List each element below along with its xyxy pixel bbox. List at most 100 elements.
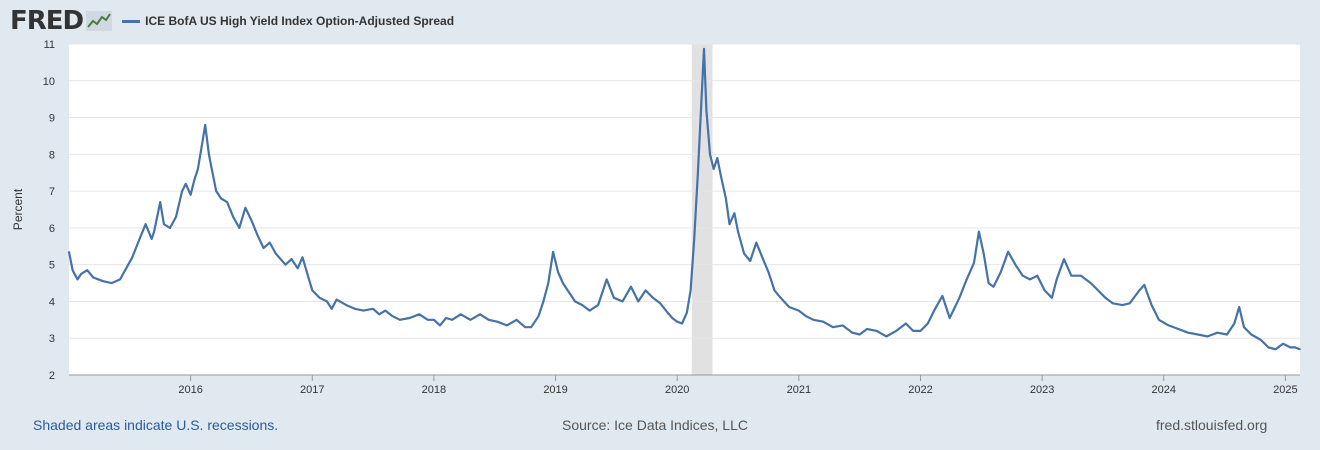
data-point [184,182,187,185]
data-point [666,311,669,314]
data-point [767,271,770,273]
chart-header: FRED ICE BofA US High Yield Index Option… [10,6,454,36]
data-point [689,289,692,292]
data-point [86,269,89,271]
data-point [547,282,550,284]
y-tick-label: 5 [49,260,55,272]
recession-note: Shaded areas indicate U.S. recessions. [33,417,279,433]
data-point [268,241,271,244]
data-point [445,317,447,319]
site-link[interactable]: fred.stlouisfed.org [1156,417,1268,433]
data-point [630,285,632,288]
data-point [439,324,441,327]
data-point [274,252,277,255]
data-point [987,282,990,284]
data-point [296,267,299,270]
data-point [703,47,705,50]
data-point [693,238,696,240]
data-point [978,230,980,233]
data-point [597,304,599,306]
data-point [318,296,321,299]
data-point [250,219,253,222]
data-point [131,256,134,259]
data-point [728,223,731,226]
y-tick-label: 11 [44,39,55,51]
data-point [372,308,374,310]
y-tick-label: 7 [49,186,55,198]
data-point [941,295,944,297]
data-point [613,296,615,299]
x-tick-label: 2019 [543,384,567,396]
data-point [345,304,348,306]
data-point [1150,304,1153,306]
data-point [866,328,868,330]
data-point [144,223,147,226]
data-point [1250,333,1253,336]
x-tick-label: 2017 [300,384,324,396]
data-point [581,304,584,306]
data-point [725,197,727,200]
data-point [1289,346,1292,349]
data-point [378,313,380,316]
x-tick-label: 2020 [665,384,689,396]
data-point [244,206,247,209]
data-point [232,216,235,218]
data-point [1051,296,1053,299]
data-point [496,320,498,323]
data-point [743,252,745,255]
data-point [1138,289,1141,292]
data-point [515,319,518,321]
data-point [712,168,715,170]
data-point [1080,274,1082,277]
data-point [354,308,356,310]
data-point [858,333,861,336]
data-point [1097,289,1099,292]
data-point [1104,296,1107,299]
data-point [720,175,722,178]
data-point [1299,348,1301,351]
data-point [1121,304,1124,306]
data-point [92,276,95,279]
data-point [805,315,807,317]
data-point [76,278,79,281]
data-point [926,322,929,325]
data-point [71,269,74,271]
data-point [226,201,228,203]
data-point [779,296,782,299]
fred-logo-text: FRED [10,6,84,36]
legend-swatch [122,19,141,23]
data-point [588,309,591,312]
plot-area [69,44,1300,375]
data-point [700,98,703,100]
data-point [644,289,647,292]
y-tick-label: 6 [49,223,55,235]
data-point [542,300,545,303]
data-point [487,319,490,321]
data-point [125,267,127,270]
data-point [562,282,564,284]
data-point [159,201,162,203]
chart-legend: ICE BofA US High Yield Index Option-Adju… [122,14,454,28]
data-point [557,271,559,273]
data-point [1274,348,1277,351]
data-point [1111,302,1114,305]
data-point [822,320,824,323]
data-point [1260,339,1262,341]
data-point [1029,278,1031,281]
data-point [676,320,679,323]
data-point [433,319,435,321]
data-point [671,317,674,319]
data-point [982,252,985,255]
data-point [169,227,171,229]
data-point [875,330,878,332]
data-point [418,313,421,316]
data-point [851,331,854,334]
data-point [895,330,897,332]
data-point [408,317,411,319]
data-point [709,153,711,156]
fred-logo[interactable]: FRED [10,6,113,36]
data-point [1226,333,1228,336]
data-point [150,238,153,240]
data-point [208,153,210,156]
data-point [934,308,936,310]
